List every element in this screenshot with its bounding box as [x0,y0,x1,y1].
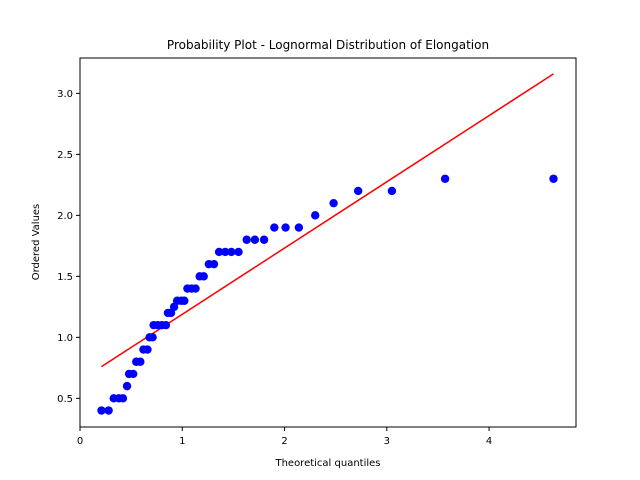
data-point-31 [214,247,224,257]
data-point-26 [191,284,200,293]
data-point-36 [250,235,260,244]
plot-area [97,73,558,415]
chart-title: Probability Plot - Lognormal Distributio… [167,38,489,52]
y-tick-label: 2.0 [57,211,73,222]
data-point-39 [281,223,290,232]
data-point-30 [209,259,219,269]
y-tick-label: 0.5 [57,394,73,405]
data-point-4 [118,394,128,403]
data-point-44 [387,186,397,196]
axes-frame [79,57,577,428]
data-point-42 [329,198,338,208]
data-point-28 [199,272,208,281]
data-point-13 [148,333,157,342]
data-point-33 [227,247,236,257]
data-point-17 [161,320,171,330]
x-axis: 0 1 2 3 4 [77,427,492,447]
y-axis: 0.5 1.0 1.5 2.0 2.5 3.0 [57,89,80,405]
x-axis-label: Theoretical quantiles [274,458,380,469]
data-point-41 [311,211,320,220]
x-tick-label: 1 [179,436,185,447]
data-point-37 [259,235,269,244]
data-point-7 [128,369,138,379]
x-tick-label: 0 [77,436,83,447]
y-tick-label: 3.0 [57,89,73,100]
data-point-5 [122,381,132,391]
fit-line [101,73,554,368]
data-point-40 [294,223,304,232]
data-point-11 [143,345,152,354]
x-tick-label: 2 [281,436,287,447]
y-tick-label: 1.0 [57,333,73,344]
data-point-0 [97,406,106,415]
x-tick-label: 4 [486,436,492,447]
data-point-34 [234,247,243,257]
y-tick-label: 2.5 [57,150,73,161]
data-point-1 [104,406,113,415]
data-point-9 [136,357,145,366]
data-point-43 [353,186,363,196]
x-tick-label: 3 [384,436,390,447]
data-point-38 [270,223,279,232]
data-point-35 [242,235,251,244]
data-point-23 [180,296,189,305]
data-point-45 [440,174,450,183]
data-point-32 [221,247,230,257]
y-tick-label: 1.5 [57,272,73,283]
y-axis-label: Ordered Values [31,204,42,281]
data-point-46 [549,174,558,183]
